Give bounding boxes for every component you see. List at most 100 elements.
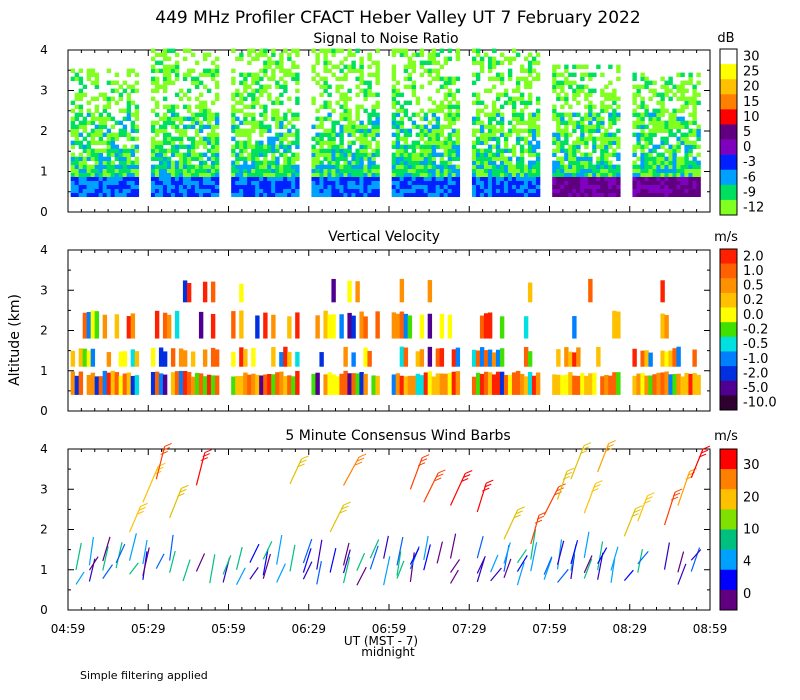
snr-cell — [162, 148, 168, 154]
snr-cell — [74, 180, 80, 186]
snr-cell — [668, 188, 673, 194]
snr-cell — [347, 144, 352, 150]
snr-cell — [475, 188, 481, 194]
snr-cell — [355, 124, 360, 130]
snr-cell — [343, 96, 348, 102]
snr-cell — [527, 192, 533, 198]
colorbar-swatch — [720, 336, 737, 352]
velocity-cell — [427, 346, 433, 367]
snr-cell — [154, 172, 160, 178]
snr-cell — [580, 76, 585, 82]
snr-cell — [291, 140, 296, 146]
snr-cell — [134, 164, 140, 170]
snr-cell — [102, 176, 108, 182]
snr-cell — [158, 68, 164, 74]
snr-cell — [572, 184, 577, 190]
snr-cell — [363, 172, 368, 178]
velocity-cell — [503, 375, 509, 395]
snr-cell — [648, 156, 653, 162]
snr-cell — [664, 128, 669, 134]
snr-cell — [411, 124, 417, 130]
snr-cell — [94, 80, 100, 86]
snr-cell — [182, 48, 188, 54]
snr-cell — [206, 172, 212, 178]
snr-cell — [259, 48, 264, 54]
snr-cell — [427, 152, 433, 158]
snr-cell — [664, 164, 669, 170]
wind-barb — [276, 534, 283, 565]
snr-cell — [499, 52, 505, 58]
snr-cell — [275, 124, 280, 130]
snr-cell — [608, 168, 613, 174]
snr-cell — [255, 152, 260, 158]
snr-cell — [174, 104, 180, 110]
snr-cell — [423, 116, 429, 122]
snr-cell — [604, 168, 609, 174]
snr-cell — [247, 144, 252, 150]
wind-barb-flag — [513, 514, 521, 519]
snr-cell — [134, 116, 140, 122]
snr-cell — [552, 176, 557, 182]
snr-cell — [592, 184, 597, 190]
snr-cell — [359, 188, 364, 194]
colorbar-unit: m/s — [714, 230, 738, 245]
snr-cell — [251, 120, 256, 126]
wind-barb-flag — [181, 484, 189, 489]
snr-cell — [90, 80, 96, 86]
snr-cell — [511, 56, 517, 62]
snr-cell — [94, 176, 100, 182]
snr-cell — [684, 184, 689, 190]
snr-cell — [70, 168, 76, 174]
snr-cell — [395, 120, 401, 126]
snr-cell — [162, 124, 168, 130]
snr-cell — [86, 140, 92, 146]
velocity-cell — [126, 372, 132, 395]
snr-cell — [90, 120, 96, 126]
snr-cell — [564, 140, 569, 146]
snr-cell — [495, 192, 501, 198]
snr-cell — [291, 188, 296, 194]
snr-cell — [411, 64, 417, 70]
snr-cell — [283, 68, 288, 74]
snr-cell — [126, 156, 132, 162]
velocity-cell — [126, 316, 132, 339]
snr-cell — [283, 176, 288, 182]
snr-cell — [162, 152, 168, 158]
snr-cell — [150, 80, 156, 86]
snr-cell — [375, 68, 380, 74]
snr-cell — [648, 188, 653, 194]
snr-cell — [186, 124, 192, 130]
velocity-cell — [239, 375, 244, 395]
velocity-cell — [82, 312, 88, 339]
snr-cell — [407, 184, 413, 190]
snr-cell — [251, 180, 256, 186]
snr-cell — [291, 72, 296, 78]
snr-cell — [632, 192, 637, 198]
snr-cell — [519, 184, 525, 190]
snr-cell — [588, 136, 593, 142]
snr-cell — [652, 88, 657, 94]
velocity-cell — [251, 347, 256, 367]
snr-cell — [375, 176, 380, 182]
snr-cell — [158, 180, 164, 186]
snr-cell — [239, 100, 244, 106]
snr-cell — [190, 164, 196, 170]
snr-cell — [118, 152, 124, 158]
snr-cell — [86, 132, 92, 138]
snr-cell — [194, 84, 200, 90]
velocity-cell — [403, 376, 409, 395]
snr-cell — [588, 176, 593, 182]
snr-cell — [696, 72, 701, 78]
snr-cell — [243, 172, 248, 178]
snr-cell — [82, 148, 88, 154]
snr-cell — [194, 152, 200, 158]
snr-cell — [403, 188, 409, 194]
snr-cell — [568, 184, 573, 190]
snr-cell — [399, 136, 405, 142]
snr-cell — [648, 184, 653, 190]
snr-cell — [688, 164, 693, 170]
velocity-cell — [475, 350, 481, 367]
snr-cell — [580, 72, 585, 78]
snr-cell — [616, 64, 621, 70]
